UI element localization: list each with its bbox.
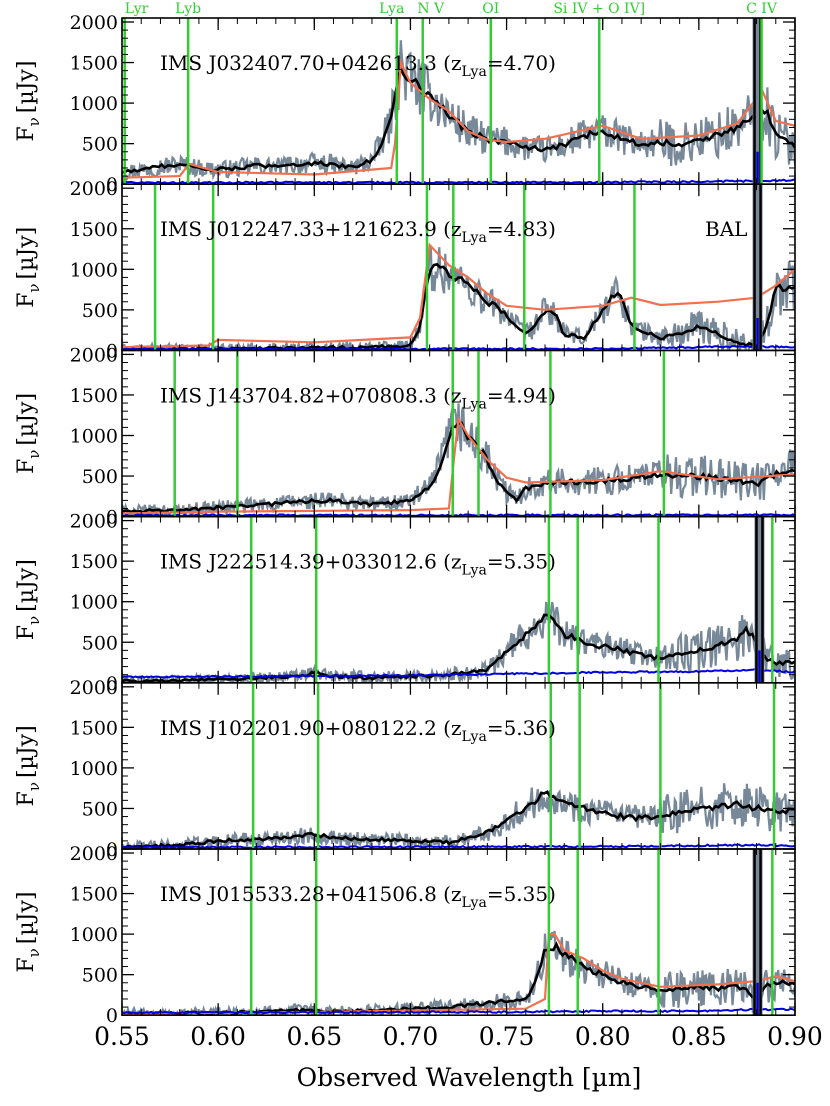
line-label: Lya — [379, 1, 404, 17]
y-axis-label: Fν[µJy] — [14, 559, 43, 640]
line-label: Si IV + O IV] — [553, 1, 645, 17]
noise-spectrum-line — [122, 344, 795, 351]
y-tick-label: 1500 — [70, 53, 118, 75]
y-tick-label: 500 — [82, 798, 118, 820]
panel-frame — [121, 848, 796, 1016]
y-tick-label: 1500 — [70, 884, 118, 906]
quasar-label: IMS J012247.33+121623.9 (zLya=4.83) — [160, 217, 556, 246]
panel-1: 0 500 1000 1500 2000 Fν[µJy] IMS J032407.70+04… — [14, 1, 796, 196]
x-tick-label: 0.60 — [190, 1022, 246, 1051]
quasar-label: IMS J102201.90+080122.2 (zLya=5.36) — [160, 716, 556, 745]
y-axis-label: Fν[µJy] — [14, 892, 43, 973]
raw-spectrum-line — [122, 403, 795, 517]
y-tick-label: 2000 — [70, 344, 118, 366]
raw-spectrum-line — [122, 783, 795, 849]
y-tick-label: 1000 — [70, 426, 118, 448]
y-tick-label: 1000 — [70, 259, 118, 281]
template-spectrum-line — [122, 932, 795, 1015]
y-tick-label: 2000 — [70, 178, 118, 200]
y-tick-label: 0 — [106, 507, 118, 529]
line-label: Lyr — [125, 1, 149, 17]
quasar-label: IMS J015533.28+041506.8 (zLya=5.35) — [160, 882, 556, 911]
line-label: OI — [482, 1, 499, 17]
noise-spectrum-line — [122, 843, 795, 849]
x-tick-label: 0.75 — [479, 1022, 535, 1051]
panel-frame — [121, 17, 796, 185]
y-tick-label: 0 — [106, 839, 118, 861]
bal-label: BAL — [705, 217, 747, 241]
y-axis-label: Fν[µJy] — [14, 725, 43, 806]
x-tick-label: 0.55 — [94, 1022, 150, 1051]
line-label: C IV — [746, 1, 778, 17]
y-axis-label: Fν[µJy] — [14, 393, 43, 474]
y-tick-label: 1000 — [70, 924, 118, 946]
y-tick-label: 1500 — [70, 717, 118, 739]
x-tick-label: 0.70 — [383, 1022, 439, 1051]
raw-spectrum-line — [122, 40, 795, 182]
x-tick-label: 0.80 — [575, 1022, 631, 1051]
sky-residual-band — [752, 184, 763, 351]
raw-spectrum-line — [122, 245, 795, 351]
y-tick-label: 2000 — [70, 677, 118, 699]
quasar-label: IMS J143704.82+070808.3 (zLya=4.94) — [160, 383, 556, 412]
y-tick-label: 1000 — [70, 592, 118, 614]
panel-3: 0 500 1000 1500 2000 Fν[µJy] IMS J143704.82+07… — [14, 344, 796, 529]
y-tick-label: 500 — [82, 965, 118, 987]
noise-spectrum-line — [122, 178, 795, 185]
sky-residual-band — [754, 516, 765, 683]
y-tick-label: 500 — [82, 300, 118, 322]
line-label: N V — [417, 1, 445, 17]
smoothed-spectrum-line — [122, 790, 795, 849]
line-label: Lyb — [175, 1, 201, 17]
y-axis-label: Fν[µJy] — [14, 61, 43, 142]
y-tick-label: 0 — [106, 340, 118, 362]
y-tick-label: 2000 — [70, 511, 118, 533]
template-spectrum-line — [122, 58, 795, 179]
y-tick-label: 1000 — [70, 93, 118, 115]
noise-spectrum-line — [122, 668, 795, 679]
y-tick-label: 1000 — [70, 758, 118, 780]
panel-6: 0 500 1000 1500 2000 Fν[µJy] IMS J015533.28+04… — [14, 843, 796, 1027]
x-tick-label: 0.65 — [286, 1022, 342, 1051]
panel-2: 0 500 1000 1500 2000 Fν[µJy] IMS J012247.33+12… — [14, 178, 796, 362]
quasar-label: IMS J222514.39+033012.6 (zLya=5.35) — [160, 550, 556, 579]
quasar-label: IMS J032407.70+042613.3 (zLya=4.70) — [160, 51, 556, 80]
y-tick-label: 0 — [106, 174, 118, 196]
x-tick-label: 0.85 — [671, 1022, 727, 1051]
panel-4: 0 500 1000 1500 2000 Fν[µJy] IMS J222514.39+03… — [14, 511, 796, 695]
y-tick-label: 500 — [82, 134, 118, 156]
y-tick-label: 500 — [82, 632, 118, 654]
noise-spectrum-line — [122, 1007, 795, 1015]
y-tick-label: 0 — [106, 673, 118, 695]
panel-frame — [121, 681, 796, 850]
y-tick-label: 2000 — [70, 843, 118, 865]
y-axis-label: Fν[µJy] — [14, 227, 43, 308]
sky-residual-band — [752, 849, 763, 1016]
y-tick-label: 1500 — [70, 385, 118, 407]
sky-residual-band — [752, 18, 763, 185]
y-tick-label: 2000 — [70, 12, 118, 34]
y-tick-label: 1500 — [70, 551, 118, 573]
y-tick-label: 500 — [82, 466, 118, 488]
panel-5: 0 500 1000 1500 2000 Fν[µJy] IMS J102201.90+08… — [14, 677, 796, 861]
x-tick-label: 0.90 — [767, 1022, 823, 1051]
y-tick-label: 1500 — [70, 219, 118, 241]
panel-frame — [121, 515, 796, 684]
x-axis-label: Observed Wavelength [µm] — [297, 1063, 642, 1092]
y-tick-label: 0 — [106, 1005, 118, 1027]
smoothed-spectrum-line — [122, 262, 795, 351]
